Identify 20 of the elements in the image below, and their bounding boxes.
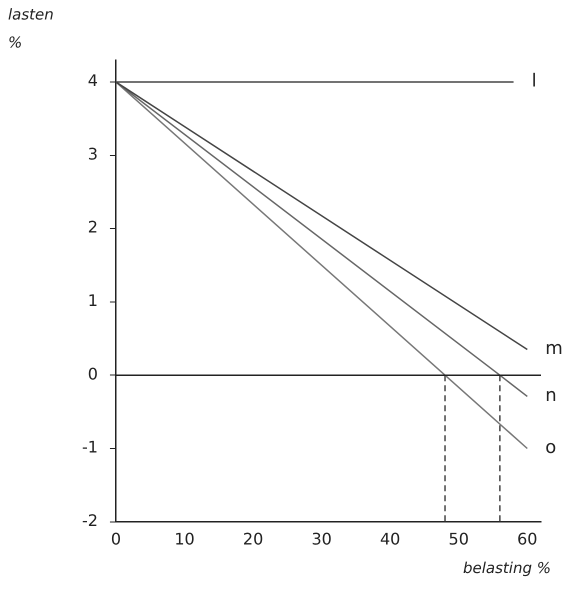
- x-tick-label: 30: [311, 530, 332, 549]
- x-axis-title: belasting %: [462, 559, 551, 578]
- y-tick-label: 2: [88, 218, 98, 237]
- y-tick-label: -1: [82, 438, 98, 457]
- series-label: m: [545, 338, 563, 360]
- x-tick-label: 60: [517, 530, 538, 549]
- y-tick-label: 4: [88, 71, 98, 90]
- y-tick-label: 0: [88, 364, 98, 384]
- series-label: o: [545, 437, 556, 458]
- x-tick-label: 50: [448, 530, 469, 549]
- x-tick-label: 20: [242, 530, 264, 549]
- series-label: l: [532, 70, 537, 92]
- y-axis-title: lasten %: [8, 5, 54, 52]
- y-tick-label: -2: [82, 510, 98, 530]
- y-tick-label: 3: [88, 144, 98, 164]
- x-tick-label: 40: [380, 530, 400, 549]
- y-tick-label: 1: [88, 291, 98, 310]
- x-tick-label: 0: [110, 530, 122, 549]
- series-label: n: [545, 385, 557, 406]
- x-tick-label: 10: [174, 530, 195, 549]
